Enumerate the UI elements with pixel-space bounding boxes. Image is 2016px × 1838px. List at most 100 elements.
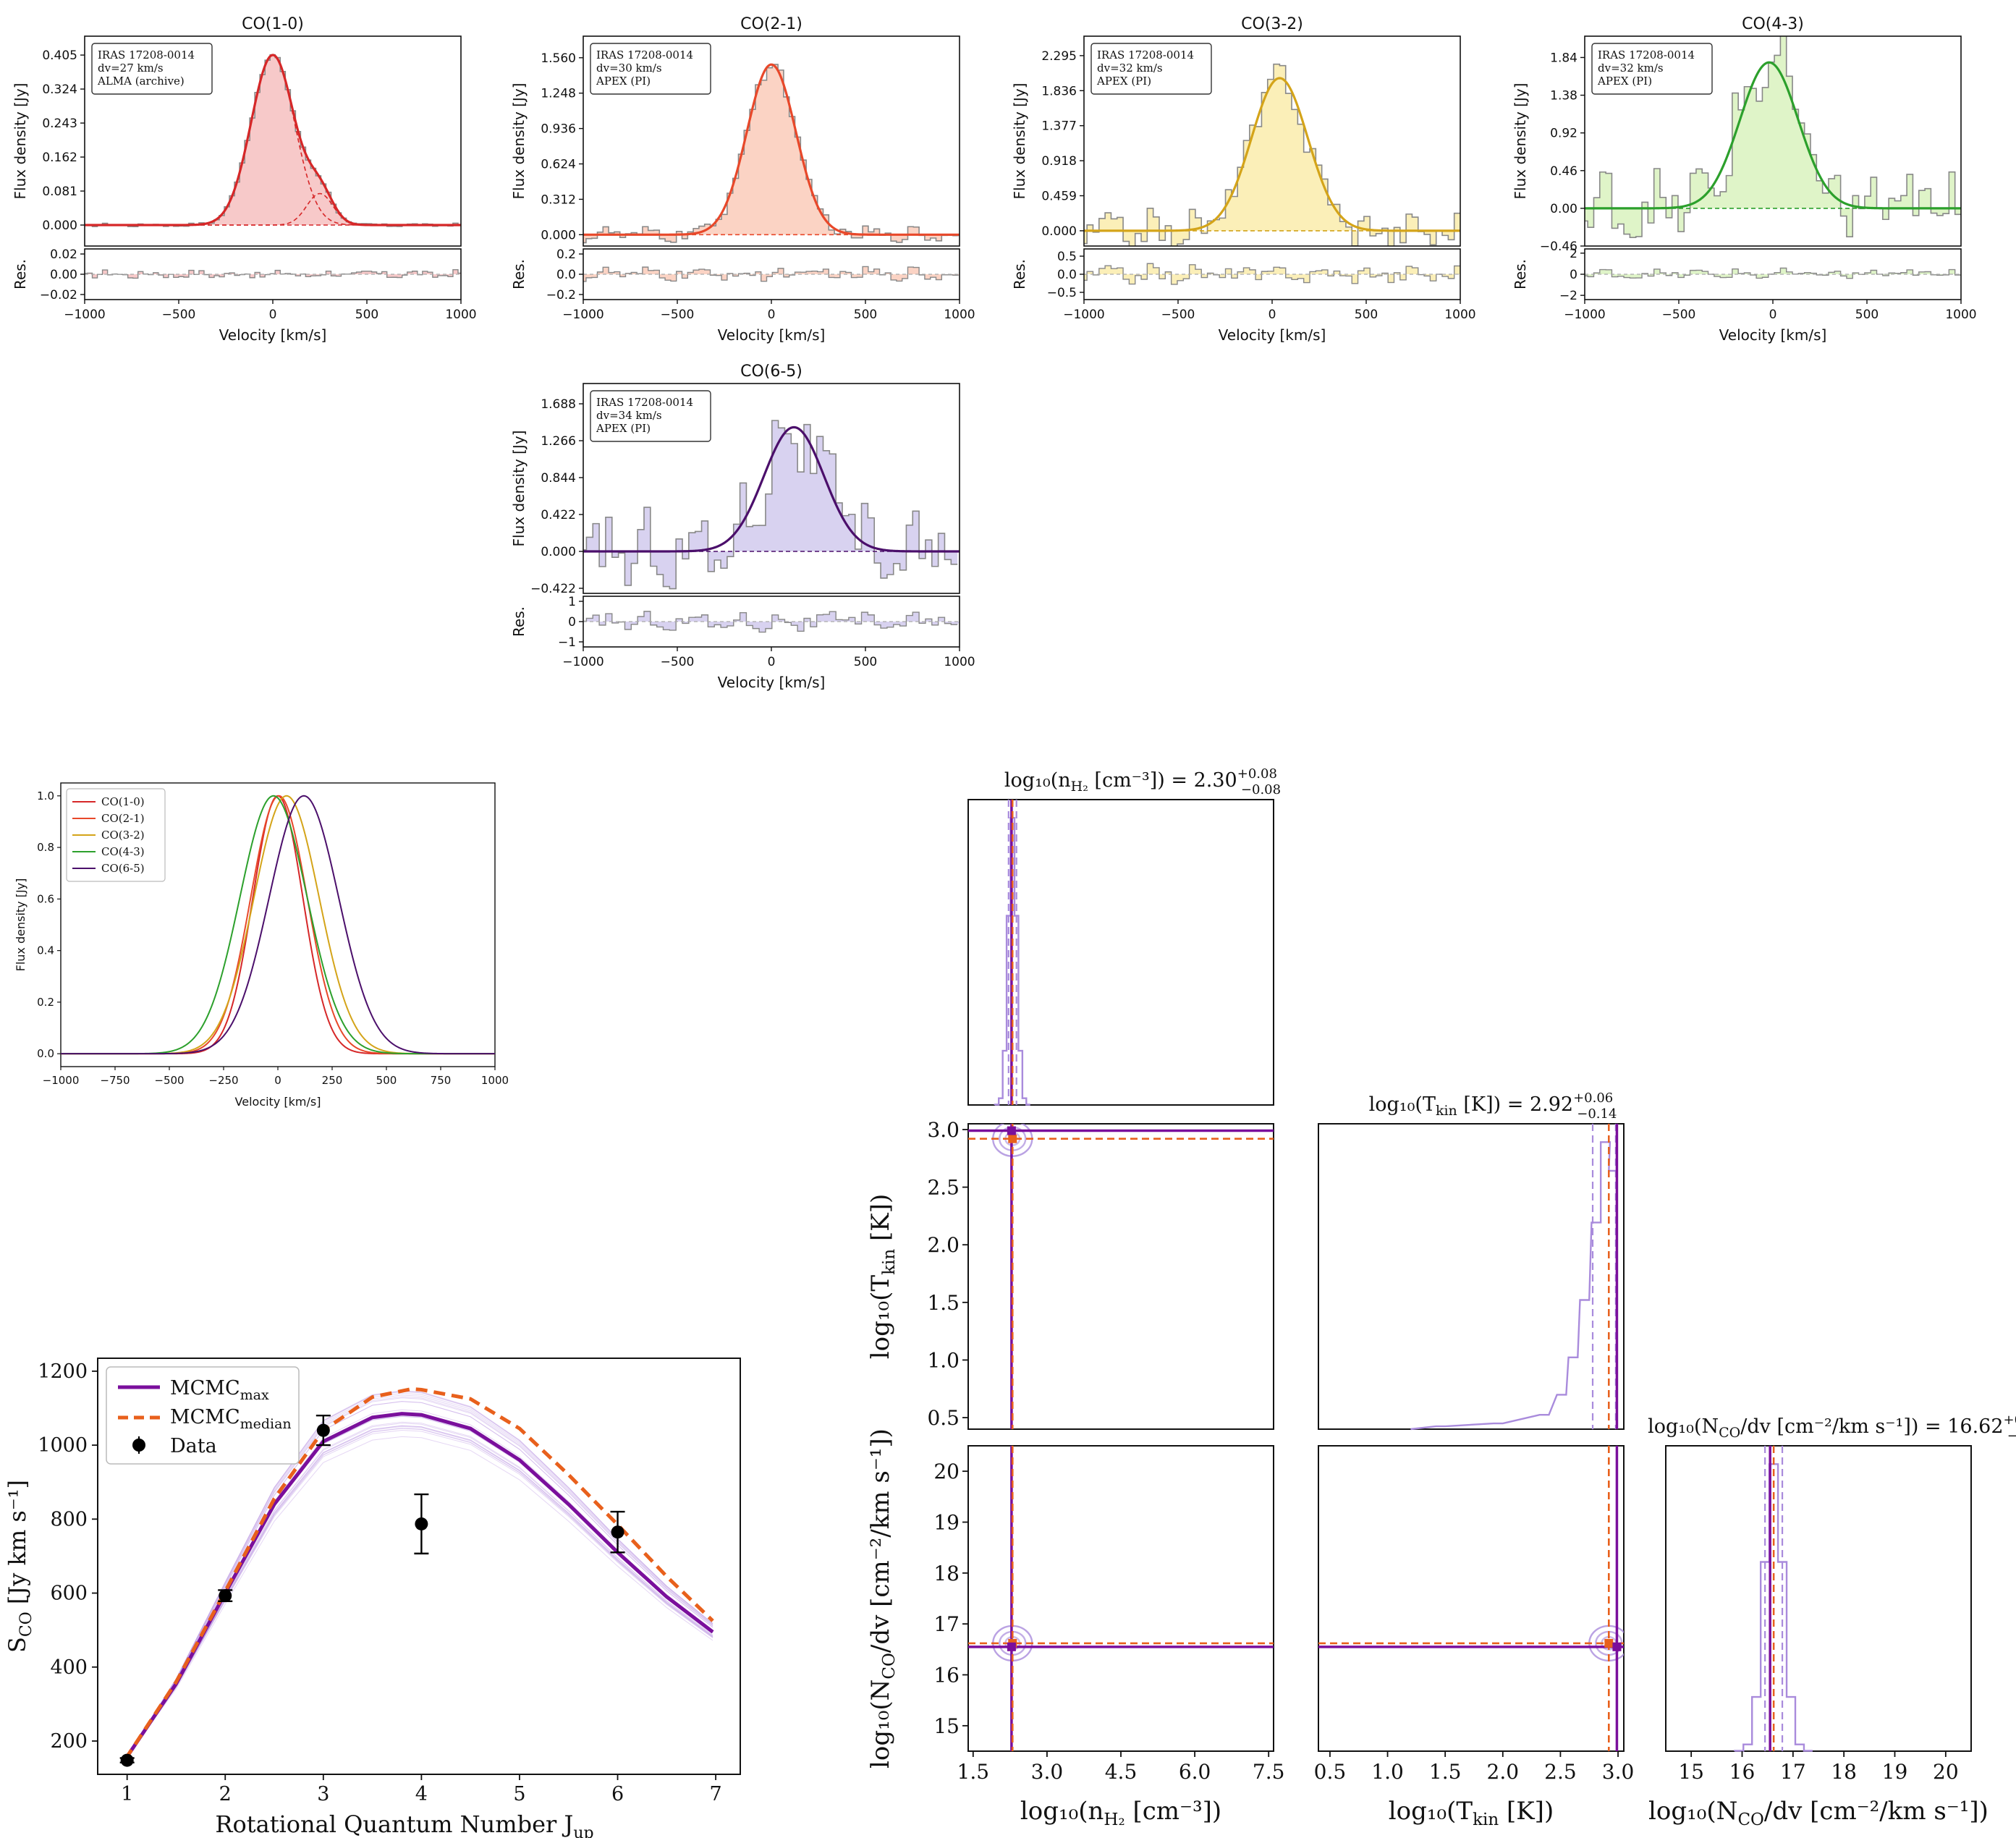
sled-ytick-label: 200: [50, 1730, 88, 1753]
sled-ylabel: SCO [Jy km s⁻¹]: [4, 1480, 35, 1653]
co21-xtick-label: −1000: [562, 308, 604, 322]
co10-info-line: ALMA (archive): [97, 75, 185, 88]
co32-ytick-label: 0.459: [1041, 190, 1077, 204]
corner-ytick-label: 1.0: [927, 1348, 960, 1372]
co65-ytick-label: 0.000: [541, 545, 576, 559]
sled-sample-line: [124, 1394, 713, 1760]
co43-xtick-label: 0: [1769, 308, 1777, 322]
corner-median-marker: [1604, 1638, 1614, 1648]
co43-info-line: IRAS 17208-0014: [1598, 48, 1695, 62]
sled-xlabel-main: Rotational Quantum Number J: [215, 1811, 573, 1838]
co43-panel: CO(4-3) −0.46 0.00 0.46 0.92 1.38 1.84 Flux den…: [1512, 15, 1977, 344]
co10-info-line: dv=27 km/s: [98, 62, 164, 75]
normalized-legend-label: CO(6-5): [101, 862, 145, 875]
corner-xlabel-sub: CO: [1737, 1811, 1763, 1829]
corner-xlabel-sub: kin: [1473, 1811, 1499, 1829]
co32-res-ytick-label: 0.0: [1057, 268, 1077, 282]
sled-data-point: [611, 1525, 624, 1539]
co21-plot-area: [583, 63, 960, 244]
co65-ylabel: Flux density [Jy]: [510, 431, 528, 547]
sled-mcmc-max-line: [123, 1412, 714, 1761]
co65-res-ytick-label: 0: [568, 615, 576, 630]
co65-res-fill: [583, 611, 960, 632]
sled-sample-line: [124, 1390, 713, 1760]
co21-xtick-label: −500: [661, 308, 695, 322]
co21-ylabel: Flux density [Jy]: [510, 83, 528, 200]
co21-hist-fill: [583, 64, 959, 243]
sled-sample-line: [124, 1425, 713, 1760]
co32-fit-line: [1084, 77, 1460, 232]
sled-sample-line: [124, 1425, 713, 1760]
co65-panel: CO(6-5) −0.422 0.000 0.422 0.844 1.266 1.688 Fl…: [510, 363, 975, 691]
co21-xlabel: Velocity [km/s]: [718, 326, 826, 344]
co65-hist-step: [583, 420, 958, 590]
sled-legend: [106, 1366, 300, 1465]
corner-ylabel: log₁₀(NCO/dv [cm⁻²/km s⁻¹]): [866, 1428, 899, 1769]
co10-plot-area: [85, 54, 461, 228]
corner-ytick-label: 15: [933, 1714, 960, 1738]
co10-ytick-label: 0.000: [42, 219, 77, 233]
co10-hist-fill: [85, 54, 461, 227]
co43-xtick-label: 500: [1855, 308, 1879, 322]
sled-xtick-label: 1: [121, 1783, 133, 1805]
co21-ytick-label: 1.560: [541, 51, 576, 66]
co32-res-area: [1084, 263, 1460, 285]
corner-xtick-label: 6.0: [1179, 1760, 1211, 1784]
sled-xtick-label: 5: [513, 1783, 525, 1805]
normalized-panel: −1000 −750 −500 −250 0 250 500 750 1000 0.0 0.2 0.4…: [14, 782, 509, 1109]
co10-ytick-label: 0.324: [42, 82, 77, 97]
normalized-legend-label: CO(4-3): [101, 845, 145, 858]
co43-res-area: [1585, 267, 1961, 279]
co43-ytick-label: −0.46: [1540, 240, 1577, 254]
corner-ylabel: log₁₀(Tkin [K]): [866, 1194, 899, 1359]
sled-xtick-label: 3: [317, 1783, 329, 1805]
co32-info-line: dv=32 km/s: [1097, 62, 1163, 75]
co43-res-ytick-label: 0: [1570, 268, 1577, 282]
corner-title-suffix: /dv [cm⁻²/km s⁻¹]) = 16.62: [1740, 1415, 2003, 1438]
co43-frame: [1584, 35, 1962, 247]
co21-res-label: Res.: [510, 259, 528, 289]
co21-frame: [583, 35, 960, 247]
sled-sample-line: [124, 1426, 713, 1760]
sled-data-point: [120, 1753, 134, 1767]
co43-xtick-label: 1000: [1945, 308, 1976, 322]
sled-legend-label: MCMCmedian: [170, 1406, 292, 1432]
corner-xtick-label: 1.5: [957, 1760, 990, 1784]
corner-ytick-label: 2.5: [927, 1176, 960, 1200]
corner-title-sub: kin: [1436, 1103, 1457, 1119]
corner-ytick-label: 1.5: [927, 1291, 960, 1315]
sled-sample-line: [124, 1391, 713, 1760]
co21-panel: CO(2-1) 0.000 0.312 0.624 0.936 1.248 1.560 Flu…: [510, 15, 975, 344]
sled-ytick-label: 800: [50, 1508, 88, 1530]
corner-xlabel-prefix: log₁₀(n: [1020, 1797, 1104, 1826]
co32-ytick-label: 1.836: [1041, 84, 1077, 98]
co10-res-ytick-label: 0.00: [50, 268, 77, 282]
sled-sample-line: [124, 1415, 713, 1760]
corner-ytick-label: 3.0: [927, 1118, 960, 1142]
co21-info-line: IRAS 17208-0014: [596, 48, 693, 62]
normalized-ytick-label: 0.0: [37, 1047, 54, 1060]
co32-xtick-label: 0: [1269, 308, 1276, 322]
co32-xtick-label: 500: [1355, 308, 1378, 322]
normalized-legend-label: CO(1-0): [101, 795, 145, 808]
co43-ytick-label: 1.38: [1550, 89, 1577, 103]
co32-res-ytick-label: 0.5: [1057, 250, 1077, 264]
normalized-ytick-label: 1.0: [37, 789, 54, 802]
co21-xtick-label: 500: [854, 308, 877, 322]
co65-ytick-label: 0.422: [541, 508, 576, 522]
co43-res-ytick-label: −2: [1559, 289, 1577, 303]
co43-plot-area: [1585, 36, 1961, 239]
co65-xtick-label: −500: [661, 655, 695, 669]
corner-ytick-label: 0.5: [927, 1406, 960, 1430]
corner-xtick-label: 7.5: [1253, 1760, 1285, 1784]
sled-ylabel-sub: CO: [17, 1612, 35, 1637]
sled-legend-sub: max: [240, 1387, 269, 1403]
co32-ytick-label: 2.295: [1041, 49, 1077, 64]
co32-frame: [1083, 35, 1461, 247]
co32-res-ytick-label: −0.5: [1047, 286, 1077, 300]
co21-res-area: [583, 266, 960, 282]
co65-xtick-label: 0: [768, 655, 776, 669]
co21-ytick-label: 0.000: [541, 228, 576, 242]
co10-component-2: [85, 192, 461, 226]
